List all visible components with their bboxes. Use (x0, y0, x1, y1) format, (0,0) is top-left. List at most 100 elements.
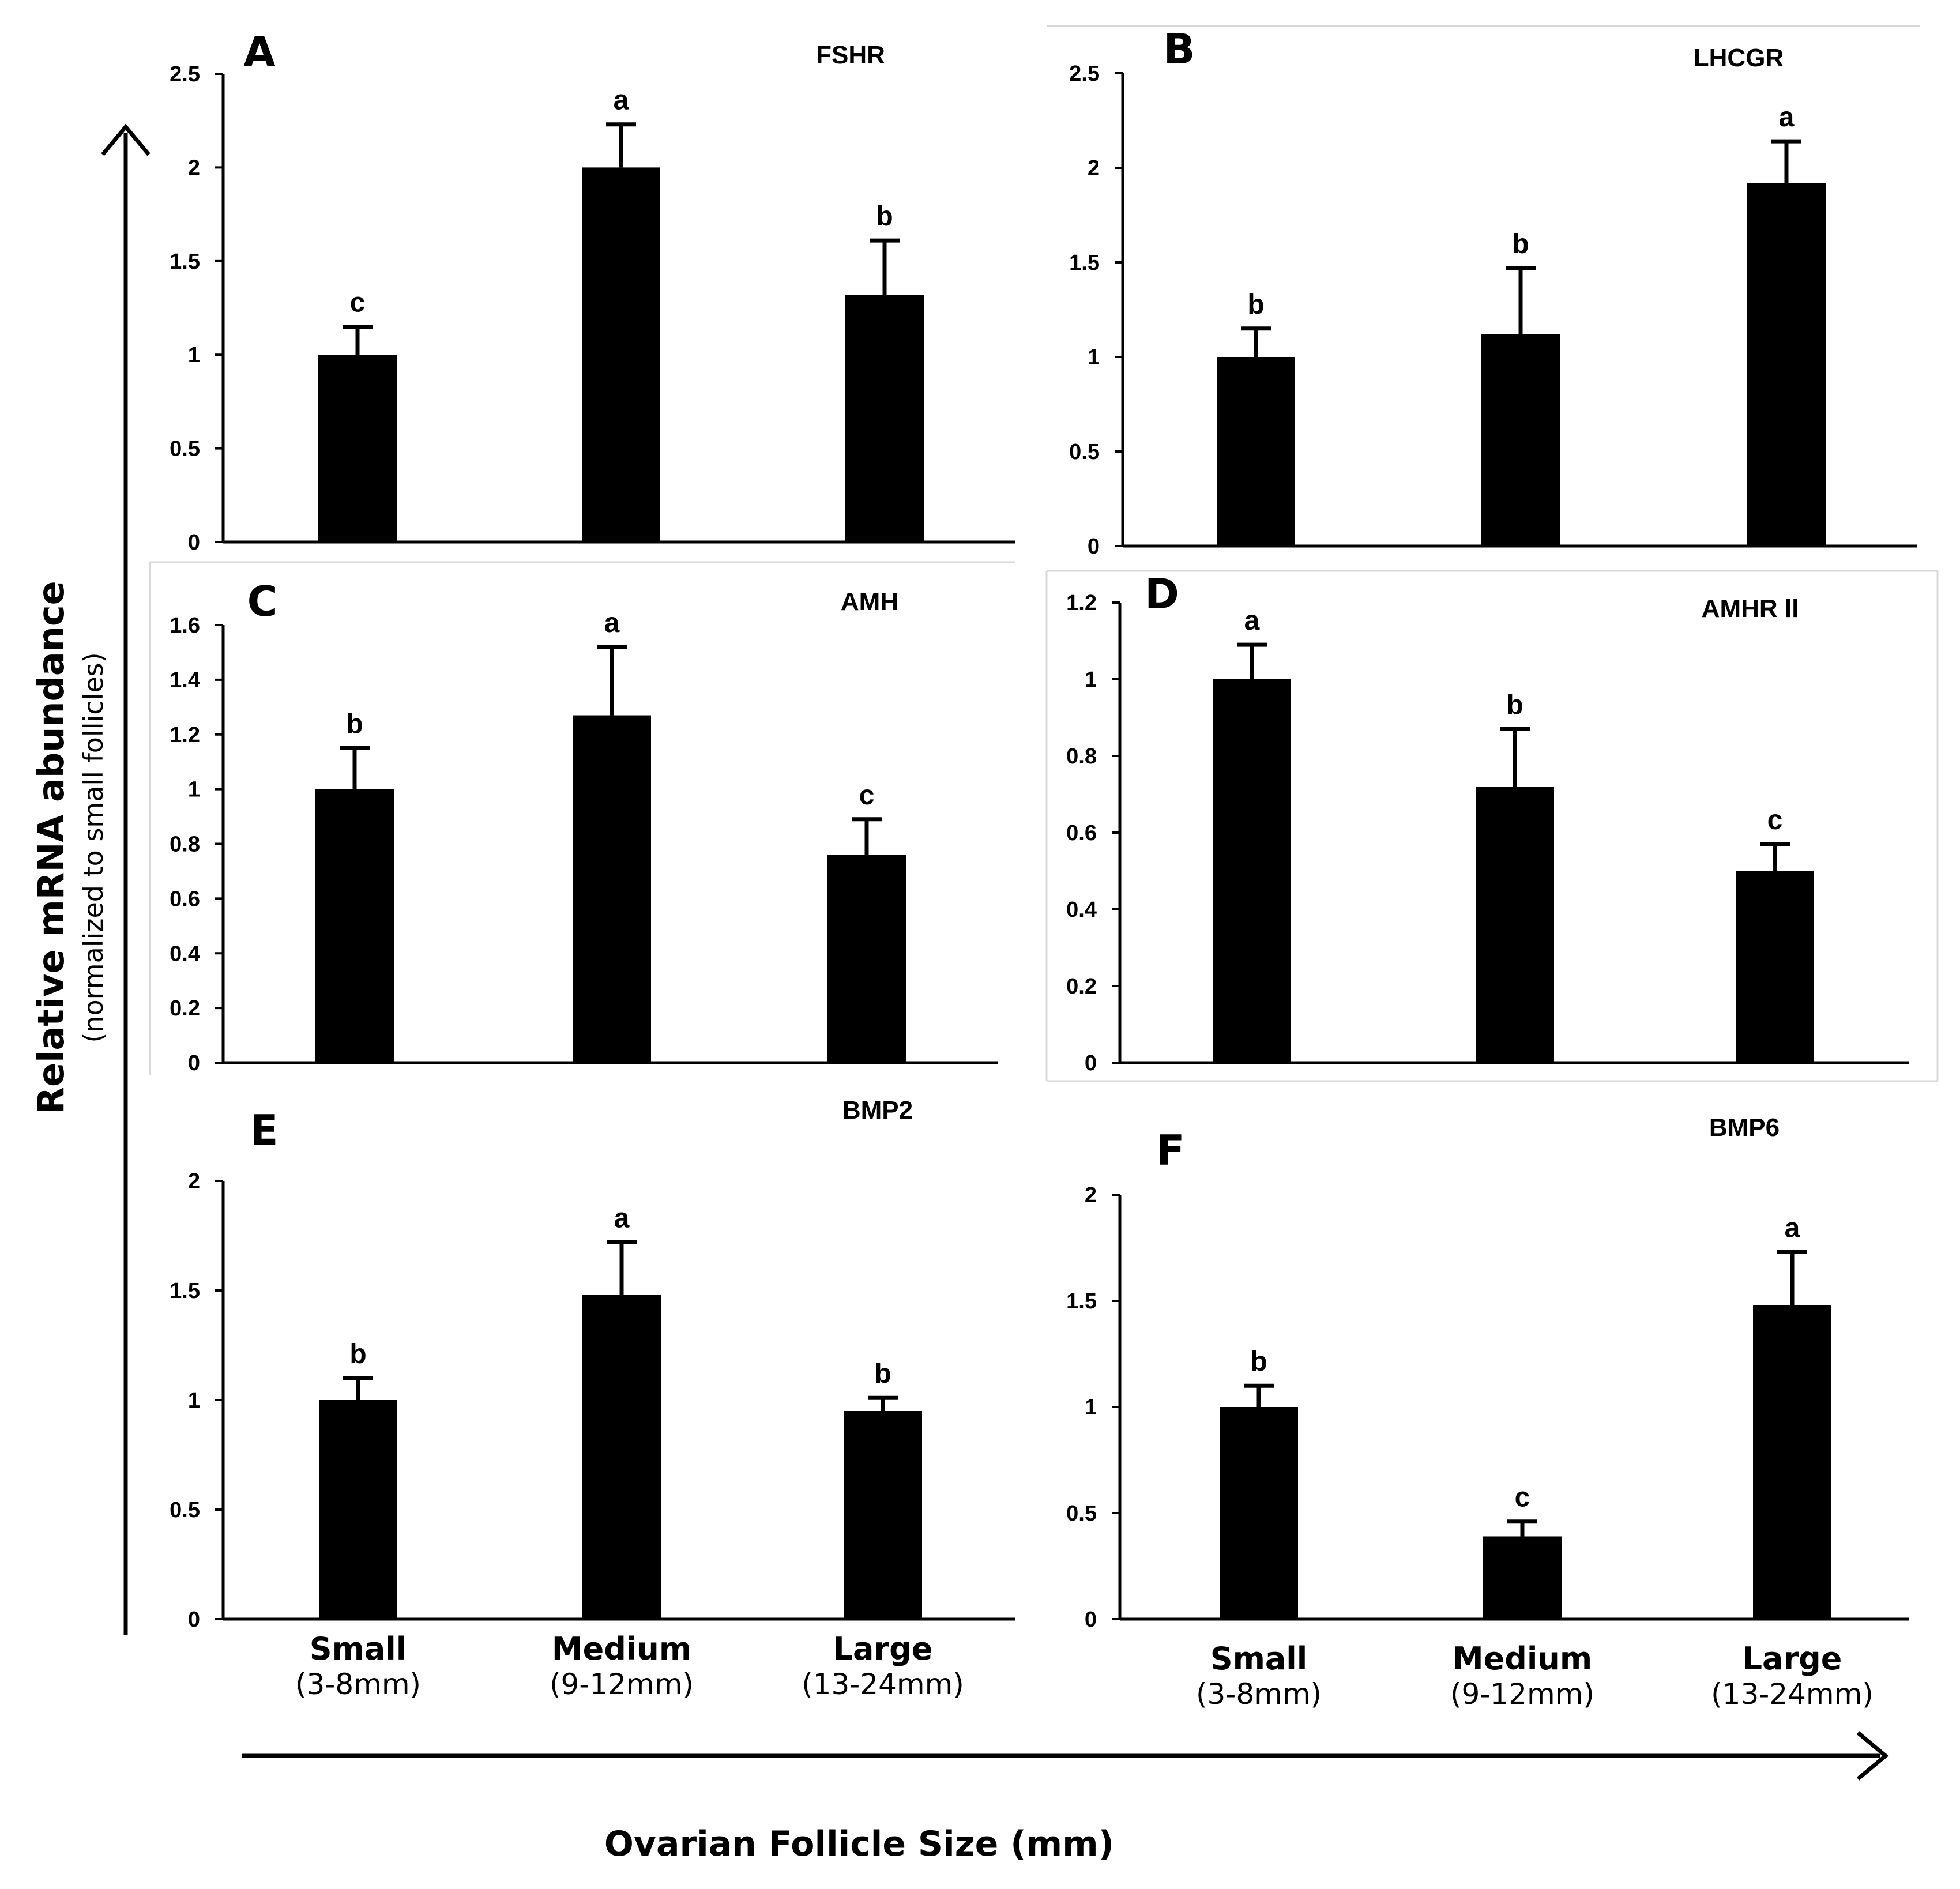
y-tick-label: 0 (188, 530, 200, 555)
y-tick-label: 0 (188, 1051, 200, 1075)
y-tick-label: 1 (188, 778, 200, 802)
y-tick-label: 1 (188, 343, 200, 367)
panel-letter: F (1156, 1126, 1184, 1175)
y-tick-label: 1.5 (170, 1279, 200, 1303)
significance-letter: c (1767, 805, 1783, 836)
y-tick-label: 2 (188, 1169, 200, 1194)
y-tick-label: 2.5 (170, 62, 200, 86)
y-tick-label: 1 (1085, 668, 1097, 692)
category-name: Large (1743, 1640, 1842, 1677)
shared-axes: Relative mRNA abundance (normalized to s… (30, 123, 1889, 1864)
bar-medium (1476, 787, 1554, 1063)
panel-f: 0 0.5 1 1.5 2 b c a F BMP6 (1066, 1113, 1909, 1632)
y-tick-label: 2 (1088, 156, 1100, 180)
y-tick-label: 2.5 (1069, 62, 1100, 86)
y-tick-label: 1 (1088, 345, 1100, 370)
category-range: (3-8mm) (295, 1668, 421, 1701)
bar-small (318, 355, 397, 542)
y-tick-label: 0 (1085, 1608, 1097, 1632)
panel-e: 0 0.5 1 1.5 2 b a b E BMP2 (170, 1096, 1015, 1632)
bar-large (1736, 871, 1814, 1063)
y-tick-label: 1 (1085, 1395, 1097, 1420)
category-name: Medium (552, 1631, 691, 1667)
y-tick-label: 0.4 (170, 942, 200, 966)
y-tick-label: 2 (1085, 1183, 1097, 1207)
bar-small (315, 789, 394, 1063)
y-tick-label: 0 (1088, 535, 1100, 559)
panel-a: 0 0.5 1 1.5 2 2.5 c a b A FSHR (170, 28, 1015, 555)
y-tick-label: 0.6 (170, 887, 200, 911)
panel-title: AMH (841, 588, 898, 616)
bar-small (319, 1400, 397, 1619)
y-arrow-head (101, 123, 151, 156)
y-axis-label: Relative mRNA abundance (30, 581, 72, 1114)
bar-large (1753, 1305, 1831, 1619)
category-labels: Small(3-8mm)Medium(9-12mm)Large(13-24mm)… (295, 1631, 1874, 1711)
panel-letter: C (247, 577, 278, 626)
panel-c: 0 0.2 0.4 0.6 0.8 1 1.2 1.4 1.6 b a c C AMH (170, 577, 998, 1075)
y-tick-label: 0.6 (1066, 821, 1097, 845)
significance-letter: a (604, 608, 620, 638)
y-tick-label: 0.2 (170, 996, 200, 1021)
category-range: (3-8mm) (1196, 1677, 1322, 1711)
y-tick-label: 0.2 (1066, 974, 1097, 999)
significance-letter: a (614, 1203, 630, 1233)
x-arrow-head (1856, 1731, 1889, 1781)
y-tick-label: 0.4 (1066, 898, 1097, 922)
panel-letter: D (1145, 570, 1179, 618)
panel-title: BMP6 (1709, 1113, 1780, 1142)
significance-letter: b (346, 709, 363, 739)
category-range: (13-24mm) (1711, 1677, 1874, 1711)
y-tick-label: 2 (188, 156, 200, 180)
bar-large (844, 1411, 922, 1619)
significance-letter: a (614, 85, 629, 116)
y-tick-label: 1.4 (170, 668, 200, 693)
significance-letter: b (1247, 289, 1264, 320)
y-tick-label: 0 (1085, 1051, 1097, 1075)
y-tick-label: 1.5 (170, 250, 200, 274)
significance-letter: c (350, 287, 366, 318)
significance-letter: a (1785, 1213, 1800, 1243)
bar-medium (1483, 1536, 1562, 1619)
y-tick-label: 0 (188, 1608, 200, 1632)
y-tick-label: 0.5 (1066, 1502, 1097, 1526)
bar-medium (582, 167, 660, 542)
panel-borders (149, 25, 1939, 1082)
panel-letter: B (1164, 25, 1195, 73)
category-name: Large (833, 1631, 933, 1667)
y-tick-label: 0.5 (170, 437, 200, 461)
panel-b: 0 0.5 1 1.5 2 2.5 b b a B LHCGR (1069, 25, 1917, 559)
y-tick-label: 0.8 (1066, 744, 1097, 769)
category-name: Small (310, 1631, 407, 1667)
significance-letter: b (349, 1339, 366, 1369)
y-tick-label: 1.2 (170, 723, 200, 747)
y-tick-label: 1.6 (170, 614, 200, 638)
significance-letter: b (876, 201, 893, 232)
y-tick-label: 1.2 (1066, 591, 1097, 615)
bar-large (1747, 183, 1826, 546)
category-name: Medium (1453, 1640, 1592, 1677)
bar-large (845, 295, 924, 542)
panel-title: FSHR (816, 41, 885, 69)
bar-medium (1481, 334, 1560, 546)
panels: 0 0.5 1 1.5 2 2.5 c a b A FSHR 0 0.5 1 1.5 2 2.5 b b a B LHCG… (170, 25, 1917, 1632)
category-range: (13-24mm) (802, 1668, 964, 1701)
panel-title: LHCGR (1694, 44, 1784, 72)
category-range: (9-12mm) (1450, 1677, 1594, 1711)
significance-letter: b (1250, 1346, 1267, 1377)
bar-large (827, 855, 906, 1063)
significance-letter: b (1506, 690, 1523, 720)
panel-title: AMHR ll (1702, 594, 1799, 623)
panel-d: 0 0.2 0.4 0.6 0.8 1 1.2 a b c D AMHR ll (1066, 570, 1909, 1075)
x-axis-label: Ovarian Follicle Size (mm) (604, 1824, 1114, 1864)
bar-small (1217, 357, 1295, 546)
category-range: (9-12mm) (550, 1668, 694, 1701)
significance-letter: a (1244, 605, 1260, 636)
bar-small (1220, 1407, 1298, 1619)
significance-letter: a (1779, 102, 1795, 133)
y-tick-label: 0.8 (170, 833, 200, 857)
panel-letter: A (243, 28, 276, 76)
panel-title: BMP2 (842, 1096, 913, 1124)
bar-small (1213, 679, 1291, 1063)
panel-letter: E (250, 1106, 278, 1154)
